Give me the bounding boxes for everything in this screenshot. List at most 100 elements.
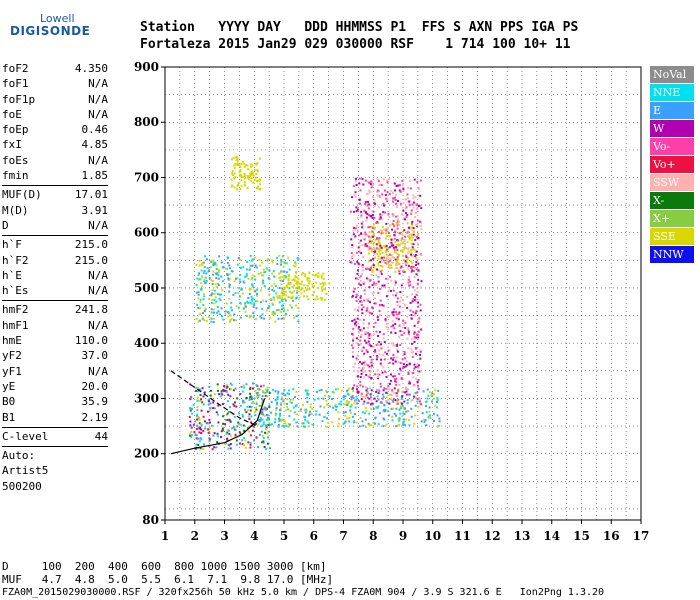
trace-point (263, 445, 266, 448)
trace-point (420, 403, 423, 406)
trace-point (283, 310, 286, 313)
trace-point (313, 398, 316, 401)
trace-point (239, 273, 242, 276)
trace-point (417, 330, 420, 333)
trace-point (304, 416, 307, 419)
trace-point (420, 207, 423, 210)
trace-point (358, 250, 361, 253)
trace-point (272, 313, 275, 316)
trace-point (211, 289, 214, 292)
trace-point (328, 405, 331, 408)
trace-point (266, 386, 269, 389)
trace-point (196, 399, 199, 402)
trace-point (202, 271, 205, 274)
trace-point (414, 366, 417, 369)
trace-point (199, 437, 202, 440)
trace-point (301, 271, 304, 274)
param-clevel: C-level 44 (2, 429, 108, 443)
trace-point (376, 375, 379, 378)
trace-point (208, 297, 211, 300)
trace-point (331, 421, 334, 424)
trace-point (420, 280, 423, 283)
trace-point (236, 159, 239, 162)
trace-point (266, 432, 269, 435)
trace-point (362, 322, 365, 325)
trace-point (369, 398, 372, 401)
trace-point (305, 289, 308, 292)
trace-point (417, 320, 420, 323)
trace-point (376, 355, 379, 358)
trace-point (386, 179, 389, 182)
trace-point (307, 389, 310, 392)
trace-point (244, 305, 247, 308)
trace-point (396, 238, 399, 241)
trace-point (245, 411, 248, 414)
trace-point (396, 402, 399, 405)
trace-point (370, 424, 373, 427)
trace-point (387, 398, 390, 401)
trace-point (412, 311, 415, 314)
trace-point (270, 401, 273, 404)
trace-point (397, 318, 400, 321)
trace-point (368, 181, 371, 184)
trace-point (373, 266, 376, 269)
trace-point (345, 400, 348, 403)
trace-point (372, 421, 375, 424)
trace-point (351, 294, 354, 297)
trace-point (401, 250, 404, 253)
trace-point (241, 399, 244, 402)
trace-point (244, 275, 247, 278)
trace-point (401, 213, 404, 216)
trace-point (255, 392, 258, 395)
trace-point (410, 239, 413, 242)
trace-point (404, 304, 407, 307)
trace-point (226, 428, 229, 431)
trace-point (388, 361, 391, 364)
trace-point (295, 315, 298, 318)
y-tick-label: 900 (134, 60, 159, 74)
trace-point (264, 270, 267, 273)
trace-point (393, 225, 396, 228)
trace-point (407, 278, 410, 281)
trace-point (282, 276, 285, 279)
trace-point (402, 187, 405, 190)
trace-point (398, 408, 401, 411)
trace-point (415, 273, 418, 276)
trace-point (400, 397, 403, 400)
trace-point (376, 178, 379, 181)
trace-point (293, 284, 296, 287)
trace-point (251, 429, 254, 432)
trace-point (365, 179, 368, 182)
trace-point (321, 289, 324, 292)
trace-point (355, 398, 358, 401)
trace-point (398, 419, 401, 422)
y-tick-label: 200 (134, 447, 159, 461)
trace-point (296, 291, 299, 294)
trace-point (315, 390, 318, 393)
trace-point (408, 237, 411, 240)
trace-point (359, 300, 362, 303)
trace-point (396, 256, 399, 259)
trace-point (300, 280, 303, 283)
trace-point (377, 180, 380, 183)
trace-point (221, 427, 224, 430)
trace-point (344, 411, 347, 414)
trace-point (262, 279, 265, 282)
trace-point (416, 207, 419, 210)
trace-point (283, 297, 286, 300)
trace-point (385, 277, 388, 280)
trace-point (394, 332, 397, 335)
trace-point (212, 317, 215, 320)
trace-point (423, 420, 426, 423)
trace-point (392, 400, 395, 403)
trace-point (200, 275, 203, 278)
trace-point (278, 294, 281, 297)
trace-point (198, 422, 201, 425)
trace-point (373, 422, 376, 425)
trace-point (251, 164, 254, 167)
trace-point (251, 258, 254, 261)
trace-point (404, 386, 407, 389)
trace-point (200, 428, 203, 431)
trace-point (236, 443, 239, 446)
